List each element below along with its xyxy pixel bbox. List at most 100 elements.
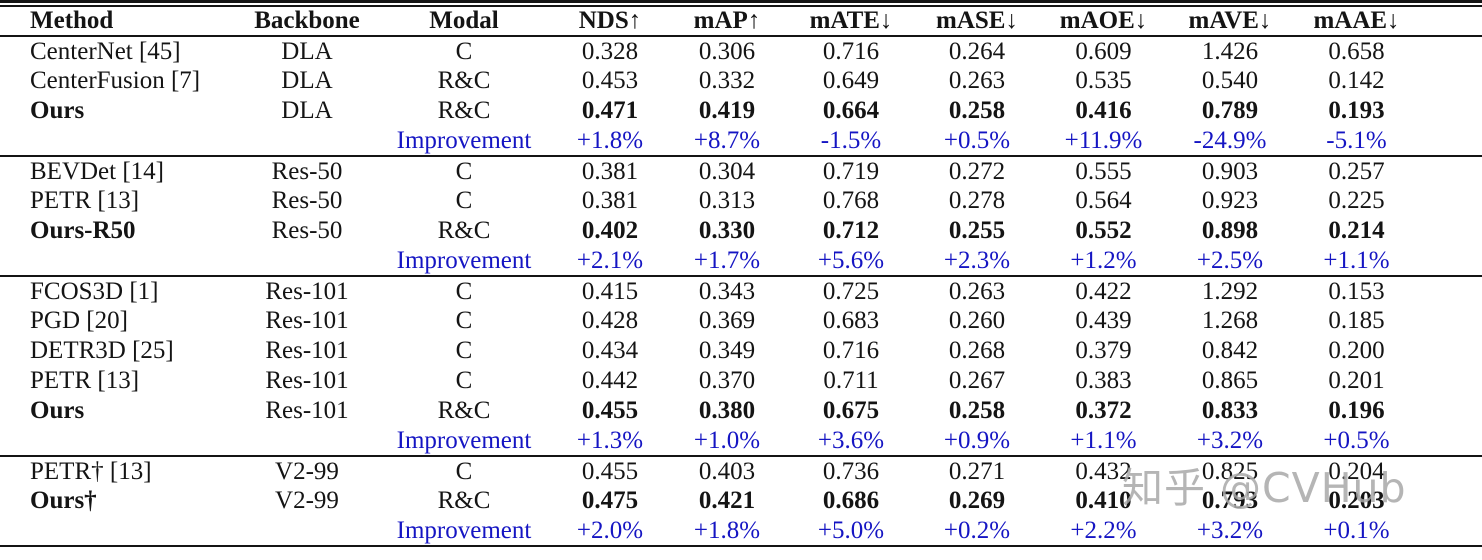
- modal-cell: C: [455, 457, 473, 485]
- method-cell: [0, 426, 240, 456]
- metric-cell: 0.833: [1201, 397, 1259, 424]
- metric-cell: 0.304: [698, 157, 756, 185]
- metric-cell: 0.201: [1328, 367, 1385, 394]
- metric-cell: 0.842: [1201, 337, 1259, 364]
- metric-cell: +1.3%: [576, 426, 644, 454]
- section-v299: PETR† [13] V2-99 C 0.455 0.403 0.736 0.271 0.43…: [0, 456, 1482, 546]
- metric-cell: 0.453: [581, 67, 639, 94]
- spacer-cell: [1420, 336, 1482, 366]
- metric-cell: 0.153: [1328, 277, 1385, 305]
- metric-cell: 0.716: [822, 337, 880, 364]
- metric-cell: 0.328: [581, 37, 639, 65]
- metric-cell: 0.439: [1075, 307, 1132, 334]
- metric-cell: +1.7%: [693, 246, 761, 274]
- spacer-cell: [1420, 216, 1482, 246]
- metric-cell: 0.271: [948, 457, 1006, 485]
- metric-cell: 0.278: [948, 187, 1006, 214]
- metric-cell: +8.7%: [693, 126, 761, 154]
- table-header: Method Backbone Modal NDS↑ mAP↑ mATE↓ mA…: [0, 6, 1482, 36]
- metric-cell: 0.330: [698, 217, 756, 244]
- metric-cell: 0.923: [1201, 187, 1259, 214]
- metric-cell: -1.5%: [820, 126, 882, 154]
- header-row: Method Backbone Modal NDS↑ mAP↑ mATE↓ mA…: [0, 6, 1482, 36]
- spacer-cell: [1420, 396, 1482, 426]
- metric-cell: 0.383: [1075, 367, 1132, 394]
- metric-cell: +1.8%: [693, 516, 761, 544]
- metric-cell: 0.552: [1075, 217, 1132, 244]
- table-row: BEVDet [14] Res-50 C 0.381 0.304 0.719 0.272 0.…: [0, 156, 1482, 186]
- metric-cell: 0.255: [948, 217, 1006, 244]
- method-cell: [0, 516, 240, 546]
- metric-cell: 0.535: [1075, 67, 1132, 94]
- method-cell: DETR3D [25]: [30, 337, 174, 364]
- modal-cell: R&C: [437, 487, 491, 514]
- metric-cell: 0.403: [698, 457, 756, 485]
- metric-cell: 0.540: [1201, 67, 1259, 94]
- section-res50: BEVDet [14] Res-50 C 0.381 0.304 0.719 0.272 0.…: [0, 156, 1482, 276]
- method-cell: PETR [13]: [30, 187, 140, 214]
- modal-cell: C: [455, 37, 473, 65]
- metric-cell: 0.410: [1075, 487, 1132, 514]
- spacer-cell: [1420, 186, 1482, 216]
- metric-cell: 0.768: [822, 187, 880, 214]
- metric-cell: 0.421: [698, 487, 756, 514]
- modal-cell: R&C: [437, 97, 491, 124]
- backbone-cell: Res-50: [271, 157, 343, 185]
- table-row: PETR† [13] V2-99 C 0.455 0.403 0.736 0.271 0.43…: [0, 456, 1482, 486]
- table-row: CenterFusion [7] DLA R&C 0.453 0.332 0.649 0.2…: [0, 66, 1482, 96]
- metric-cell: 0.455: [581, 457, 639, 485]
- spacer-cell: [1420, 516, 1482, 546]
- section-dla: CenterNet [45] DLA C 0.328 0.306 0.716 0.264 0.…: [0, 36, 1482, 156]
- backbone-cell: Res-50: [271, 187, 343, 214]
- metric-cell: +2.2%: [1070, 516, 1137, 544]
- metric-cell: +1.1%: [1323, 246, 1390, 274]
- table-row: PGD [20] Res-101 C 0.428 0.369 0.683 0.260 0.43…: [0, 306, 1482, 336]
- backbone-cell: V2-99: [275, 487, 339, 514]
- modal-cell: C: [455, 157, 473, 185]
- metric-cell: +1.8%: [576, 126, 644, 154]
- metric-cell: +0.2%: [943, 516, 1011, 544]
- modal-cell: C: [455, 367, 473, 394]
- metric-cell: 0.263: [948, 67, 1006, 94]
- metric-cell: +2.0%: [576, 516, 644, 544]
- metric-cell: 0.686: [822, 487, 880, 514]
- metric-cell: +0.1%: [1323, 516, 1390, 544]
- improvement-row: Improvement +2.1% +1.7% +5.6% +2.3% +1.2% +2.5…: [0, 246, 1482, 276]
- spacer-cell: [1420, 36, 1482, 66]
- method-cell: CenterNet [45]: [30, 37, 181, 65]
- metric-cell: 0.381: [581, 157, 639, 185]
- backbone-cell: Res-101: [265, 397, 349, 424]
- metric-cell: 0.432: [1075, 457, 1132, 485]
- header-nds: NDS↑: [578, 7, 642, 34]
- spacer-cell: [1420, 96, 1482, 126]
- method-cell: FCOS3D [1]: [30, 277, 159, 305]
- metric-cell: 0.428: [581, 307, 639, 334]
- header-mave: mAVE↓: [1188, 7, 1272, 34]
- modal-cell: C: [455, 337, 473, 364]
- metric-cell: 0.475: [581, 487, 639, 514]
- backbone-cell: Res-101: [265, 367, 349, 394]
- metric-cell: 0.898: [1201, 217, 1259, 244]
- header-mate: mATE↓: [809, 7, 893, 34]
- metric-cell: 0.313: [698, 187, 756, 214]
- metric-cell: +2.1%: [576, 246, 644, 274]
- metric-cell: 0.380: [698, 397, 756, 424]
- metric-cell: 0.203: [1328, 487, 1385, 514]
- table-row: PETR [13] Res-101 C 0.442 0.370 0.711 0.267 0.3…: [0, 366, 1482, 396]
- metric-cell: +5.0%: [817, 516, 885, 544]
- method-cell: [0, 126, 240, 156]
- backbone-cell: [240, 426, 374, 456]
- metric-cell: 0.267: [948, 367, 1006, 394]
- metric-cell: 0.185: [1328, 307, 1385, 334]
- header-spacer: [1420, 6, 1482, 36]
- metric-cell: 0.264: [948, 37, 1006, 65]
- metric-cell: 0.193: [1328, 97, 1385, 124]
- improvement-row: Improvement +1.8% +8.7% -1.5% +0.5% +11.9% -24…: [0, 126, 1482, 156]
- backbone-cell: DLA: [281, 67, 333, 94]
- backbone-cell: DLA: [281, 37, 333, 65]
- metric-cell: 0.204: [1328, 457, 1385, 485]
- metric-cell: 0.725: [822, 277, 880, 305]
- metric-cell: 0.434: [581, 337, 639, 364]
- metric-cell: 0.260: [948, 307, 1006, 334]
- modal-cell: Improvement: [396, 516, 532, 544]
